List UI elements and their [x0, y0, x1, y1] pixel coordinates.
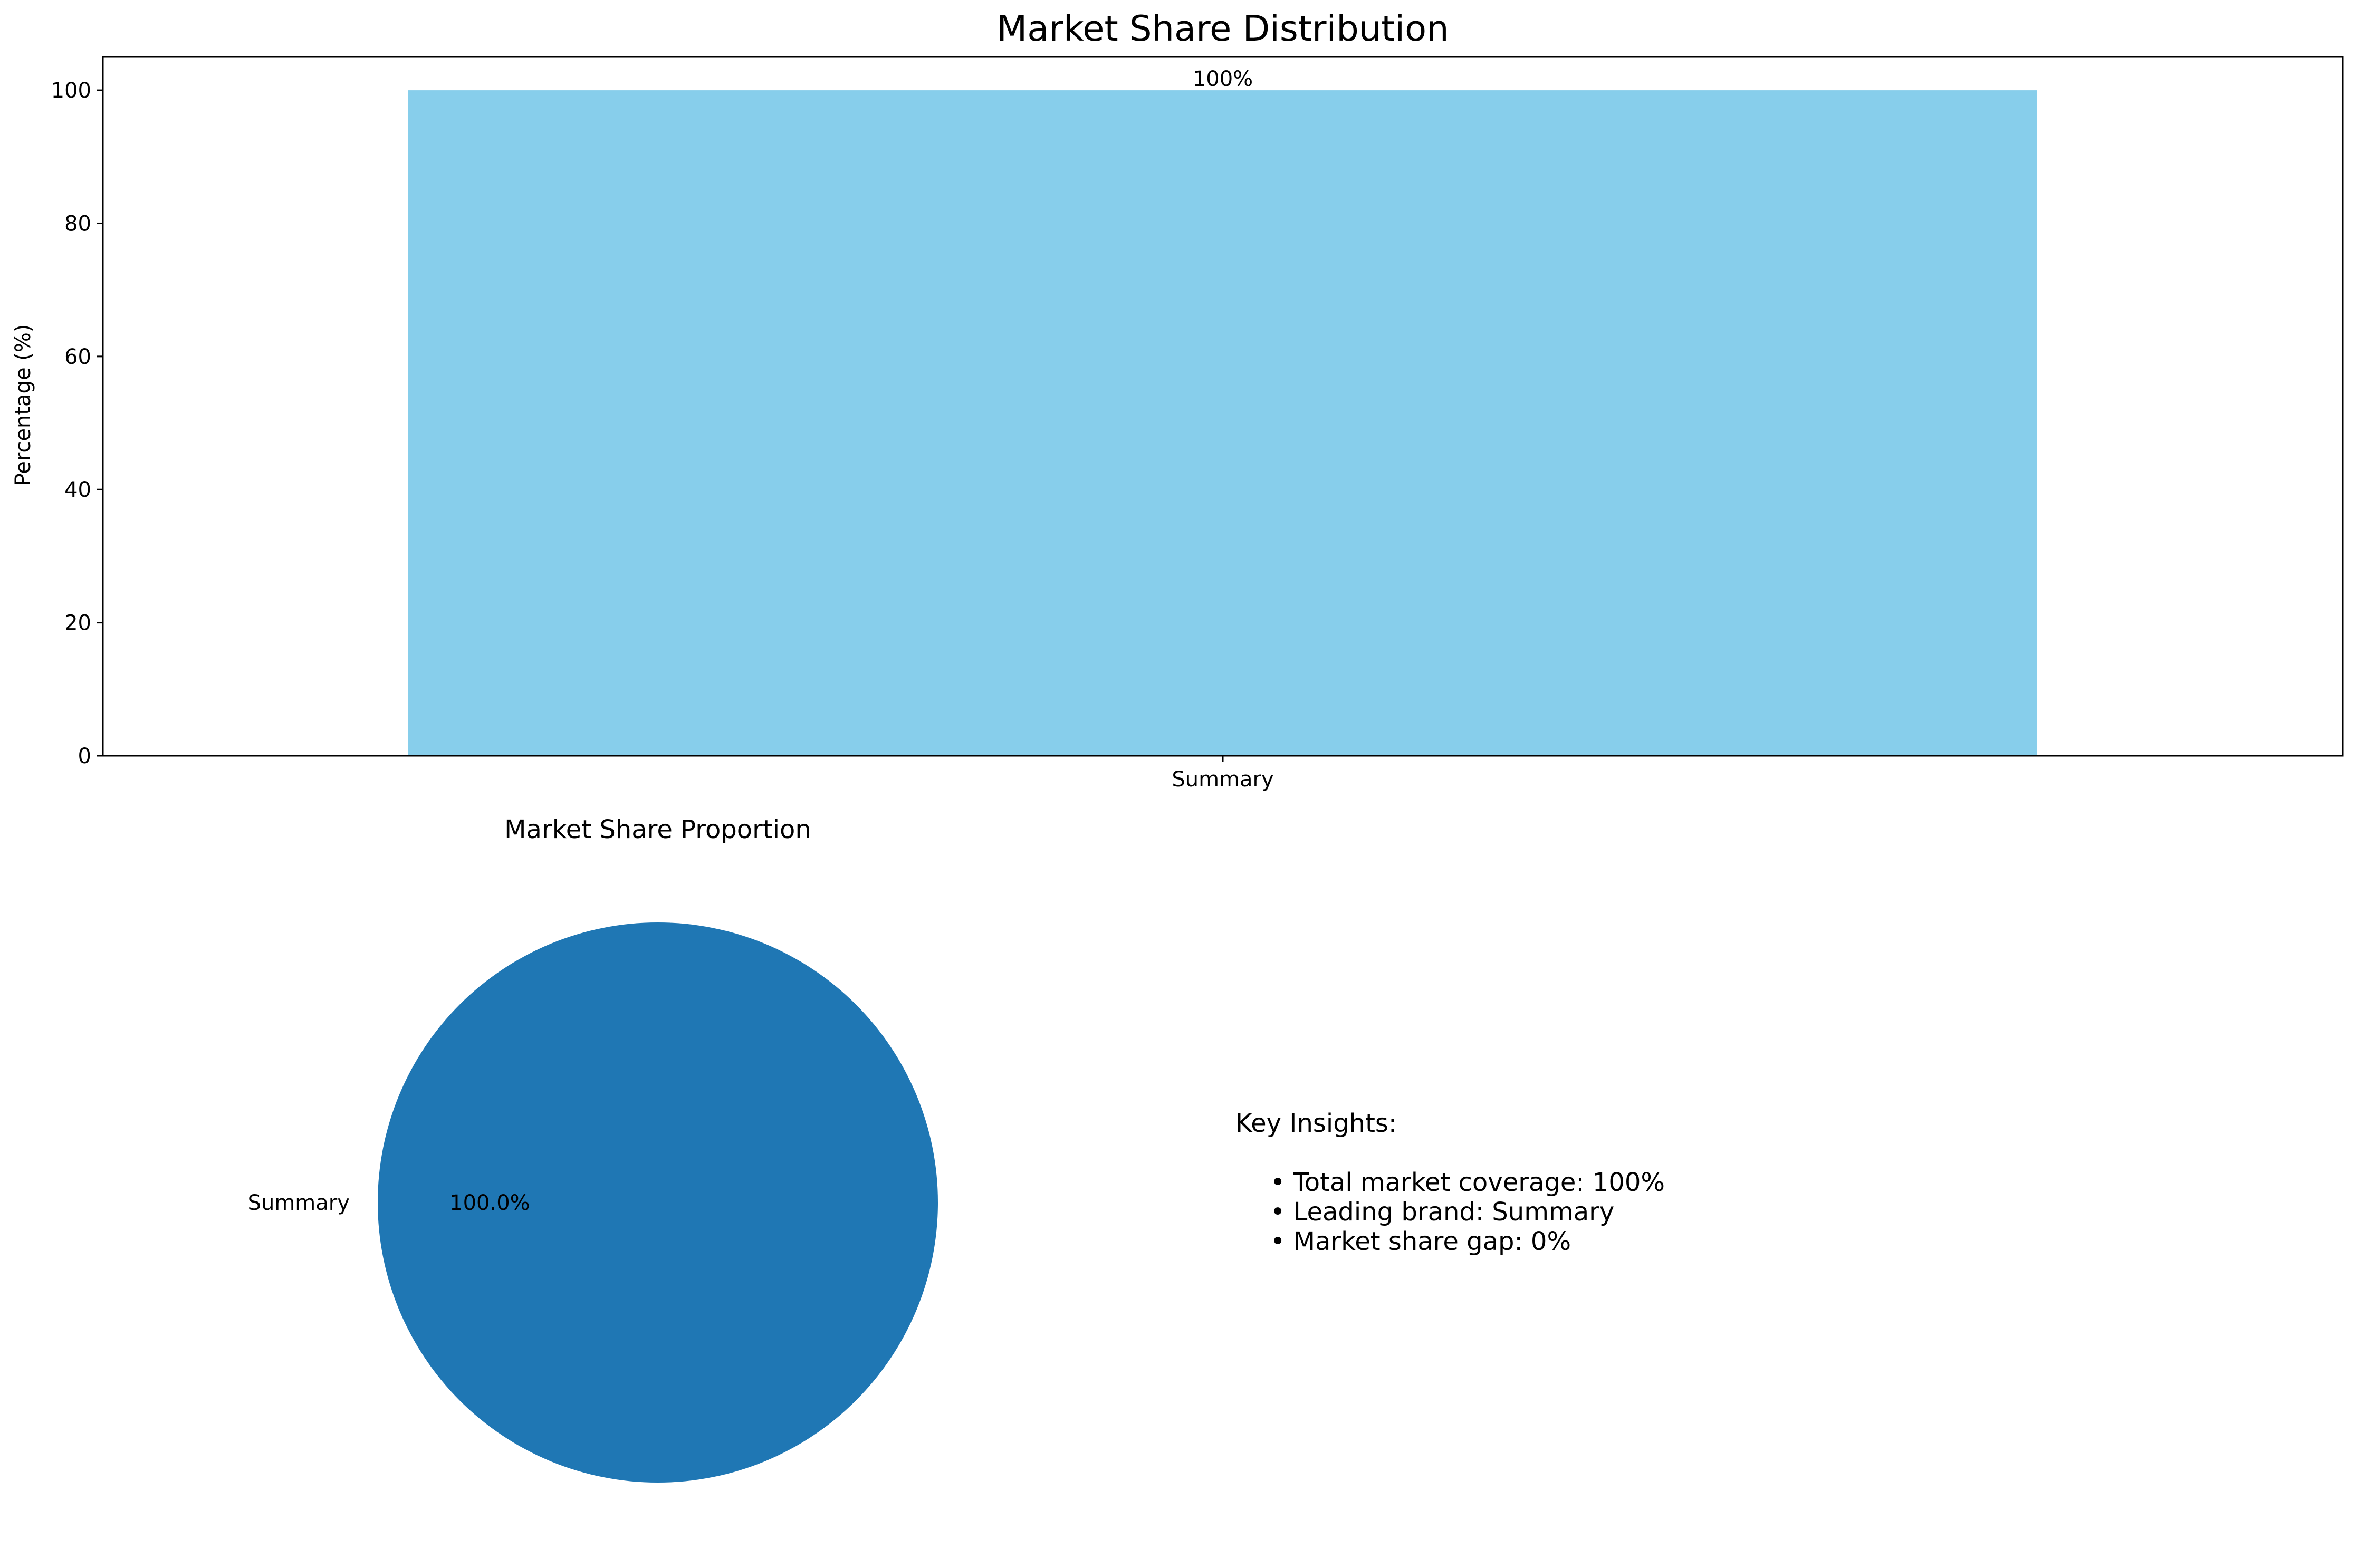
pie-marks: Summary 100.0%	[248, 922, 938, 1483]
y-tick-label: 100	[51, 79, 91, 103]
y-tick-label: 40	[64, 478, 91, 502]
bar	[408, 90, 2037, 756]
pie-slice-label: Summary	[248, 1191, 350, 1215]
y-tick-label: 80	[64, 211, 91, 236]
x-tick-label: Summary	[1172, 767, 1273, 792]
bar-x-ticks: Summary	[1172, 756, 1274, 792]
bar-marks: 100%	[408, 67, 2037, 756]
key-insights: Key Insights: • Total market coverage: 1…	[1235, 1109, 1974, 1256]
pie-pct-label: 100.0%	[449, 1191, 530, 1215]
bar-data-label: 100%	[1193, 67, 1253, 91]
y-tick-label: 0	[78, 744, 91, 768]
bar-plot-frame	[102, 56, 2344, 757]
insight-item: • Total market coverage: 100%	[1270, 1168, 1665, 1197]
pie-slice	[378, 922, 938, 1483]
bar-chart-title: Market Share Distribution	[996, 8, 1449, 49]
y-tick-label: 20	[64, 611, 91, 636]
pie-chart: Market Share Proportion Summary 100.0%	[248, 815, 938, 1483]
bar-chart-y-axis-label: Percentage (%)	[11, 324, 35, 486]
bar-y-ticks: 0 20 40 60 80 100	[51, 79, 103, 768]
key-insights-heading: Key Insights:	[1235, 1109, 1397, 1138]
pie-chart-title: Market Share Proportion	[504, 815, 811, 844]
insight-item: • Market share gap: 0%	[1270, 1227, 1571, 1256]
y-tick-label: 60	[64, 345, 91, 369]
bar-chart: Market Share Distribution Percentage (%)…	[11, 8, 2344, 792]
insight-item: • Leading brand: Summary	[1270, 1197, 1615, 1227]
